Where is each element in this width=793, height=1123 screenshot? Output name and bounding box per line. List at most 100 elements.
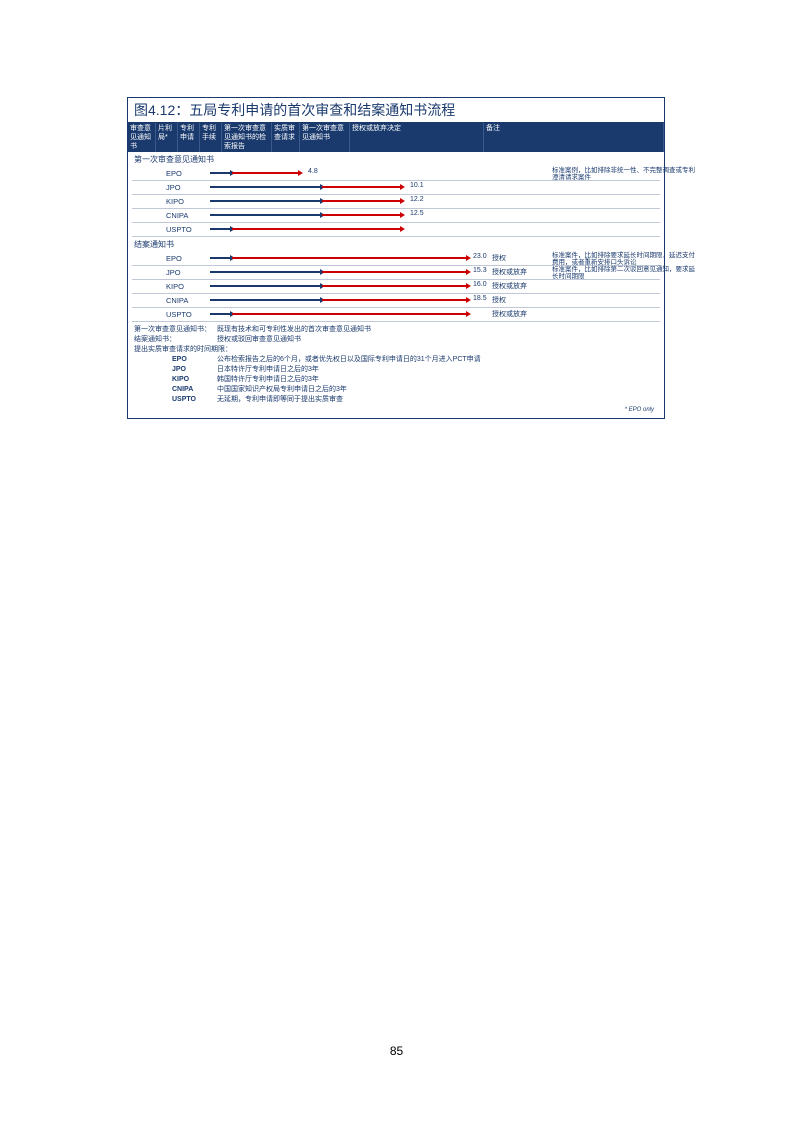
header-cell: 实质审查请求 [272,123,300,152]
arrow-container: 授权或放弃 [210,308,660,321]
arrow-segment [210,313,232,315]
figure-container: 图4.12：五局专利申请的首次审查和结案通知书流程 审查意见通知书片利局*专利申… [127,97,665,419]
arrow-container: 10.1 [210,181,660,194]
office-label: CNIPA [166,211,210,220]
header-cell: 专利手续 [200,123,222,152]
decision-label: 授权或放弃 [492,267,527,277]
arrow-container: 16.0 授权或放弃 [210,280,660,293]
sub-note-row: USPTO无延期，专利申请即等同于提出实质审查 [172,395,658,405]
sub-note-text: 中国国家知识产权局专利申请日之后的3年 [217,385,347,395]
arrow-segment [210,228,232,230]
sub-note-office: JPO [172,365,217,375]
remark-label: 标准案例，比如排除非统一性、不完整调查或专利澄清请求案件 [552,167,700,181]
sub-notes: EPO公布检索报告之后的6个月，或者优先权日以及国际专利申请日的31个月进入PC… [134,355,658,405]
office-label: JPO [166,268,210,277]
arrow-segment [210,299,322,301]
arrow-segment [232,228,402,230]
value-label: 18.5 [473,295,487,302]
arrow-container: 4.8标准案例，比如排除非统一性、不完整调查或专利澄清请求案件 [210,167,660,180]
header-cell: 第一次审查意见通知书的检索报告 [222,123,272,152]
office-label: EPO [166,169,210,178]
arrow-segment [322,186,402,188]
office-label: CNIPA [166,296,210,305]
arrow-container: 18.5 授权 [210,294,660,307]
arrow-segment [210,200,322,202]
data-row: EPO4.8标准案例，比如排除非统一性、不完整调查或专利澄清请求案件 [132,167,660,181]
arrow-segment [210,285,322,287]
decision-label: 授权或放弃 [492,281,527,291]
data-row: JPO15.3授权或放弃标准案件，比如排除第二次驳回意见通知，要求延长时间期限 [132,266,660,280]
sub-note-office: CNIPA [172,385,217,395]
note-row: 第一次审查意见通知书：既现有技术和可专利性发出的首次审查意见通知书 [134,325,658,335]
office-label: USPTO [166,225,210,234]
sub-note-row: EPO公布检索报告之后的6个月，或者优先权日以及国际专利申请日的31个月进入PC… [172,355,658,365]
sub-note-row: CNIPA中国国家知识产权局专利申请日之后的3年 [172,385,658,395]
sub-note-row: KIPO韩国特许厅专利申请日之后的3年 [172,375,658,385]
arrow-container: 23.0授权标准案件，比如排除要求延长时间期限，延迟支付费用，或者重新安排口头诉… [210,252,660,265]
note-row: 结案通知书：授权或驳回审查意见通知书 [134,335,658,345]
header-cell: 审查意见通知书 [128,123,156,152]
value-label: 12.2 [410,196,424,203]
arrow-segment [210,271,322,273]
value-label: 12.5 [410,210,424,217]
notes-section: 第一次审查意见通知书：既现有技术和可专利性发出的首次审查意见通知书结案通知书：授… [128,322,664,418]
sub-note-office: USPTO [172,395,217,405]
value-label: 16.0 [473,281,487,288]
value-label: 4.8 [308,168,318,175]
arrow-segment [232,257,468,259]
arrow-container [210,223,660,236]
office-label: KIPO [166,282,210,291]
remark-label: 标准案件，比如排除要求延长时间期限，延迟支付费用，或者重新安排口头诉讼 [552,252,700,266]
arrow-segment [322,285,468,287]
arrow-container: 15.3授权或放弃标准案件，比如排除第二次驳回意见通知，要求延长时间期限 [210,266,660,279]
value-label: 15.3 [473,267,487,274]
header-cell: 备注 [484,123,664,152]
arrow-segment [210,172,232,174]
value-label: 23.0 [473,253,487,260]
sub-note-text: 无延期，专利申请即等同于提出实质审查 [217,395,343,405]
data-row: EPO23.0授权标准案件，比如排除要求延长时间期限，延迟支付费用，或者重新安排… [132,252,660,266]
header-row: 审查意见通知书片利局*专利申请专利手续第一次审查意见通知书的检索报告实质审查请求… [128,123,664,152]
arrow-segment [322,214,402,216]
decision-label: 授权 [492,253,506,263]
section1-label: 第一次审查意见通知书 [128,152,664,167]
arrow-segment [210,257,232,259]
data-row: USPTO授权或放弃 [132,308,660,322]
data-row: CNIPA 12.5 [132,209,660,223]
remark-label: 标准案件，比如排除第二次驳回意见通知，要求延长时间期限 [552,266,700,280]
value-label: 10.1 [410,182,424,189]
arrow-segment [232,172,300,174]
arrow-container: 12.2 [210,195,660,208]
sub-header: 提出实质审查请求的时间期限： [134,345,658,355]
arrow-segment [322,299,468,301]
rows1-container: EPO4.8标准案例，比如排除非统一性、不完整调查或专利澄清请求案件JPO10.… [128,167,664,237]
sub-note-office: KIPO [172,375,217,385]
epo-only: * EPO only [625,405,658,415]
page-number: 85 [0,1044,793,1058]
data-row: KIPO 12.2 [132,195,660,209]
sub-note-text: 日本特许厅专利申请日之后的3年 [217,365,319,375]
arrow-segment [232,313,468,315]
sub-note-row: JPO日本特许厅专利申请日之后的3年 [172,365,658,375]
arrow-segment [322,271,468,273]
arrow-segment [210,186,322,188]
section2-label: 结案通知书 [128,237,664,252]
office-label: EPO [166,254,210,263]
header-cell: 授权或放弃决定 [350,123,484,152]
header-cell: 第一次审查意见通知书 [300,123,350,152]
rows2-container: EPO23.0授权标准案件，比如排除要求延长时间期限，延迟支付费用，或者重新安排… [128,252,664,322]
data-row: JPO10.1 [132,181,660,195]
data-row: KIPO 16.0 授权或放弃 [132,280,660,294]
office-label: USPTO [166,310,210,319]
decision-label: 授权 [492,295,506,305]
header-cell: 专利申请 [178,123,200,152]
arrow-segment [210,214,322,216]
sub-note-text: 韩国特许厅专利申请日之后的3年 [217,375,319,385]
header-cell: 片利局* [156,123,178,152]
title-prefix: 图4.12： [134,102,189,118]
data-row: CNIPA 18.5 授权 [132,294,660,308]
notes: 第一次审查意见通知书：既现有技术和可专利性发出的首次审查意见通知书结案通知书：授… [134,325,658,345]
office-label: KIPO [166,197,210,206]
sub-note-office: EPO [172,355,217,365]
arrow-container: 12.5 [210,209,660,222]
